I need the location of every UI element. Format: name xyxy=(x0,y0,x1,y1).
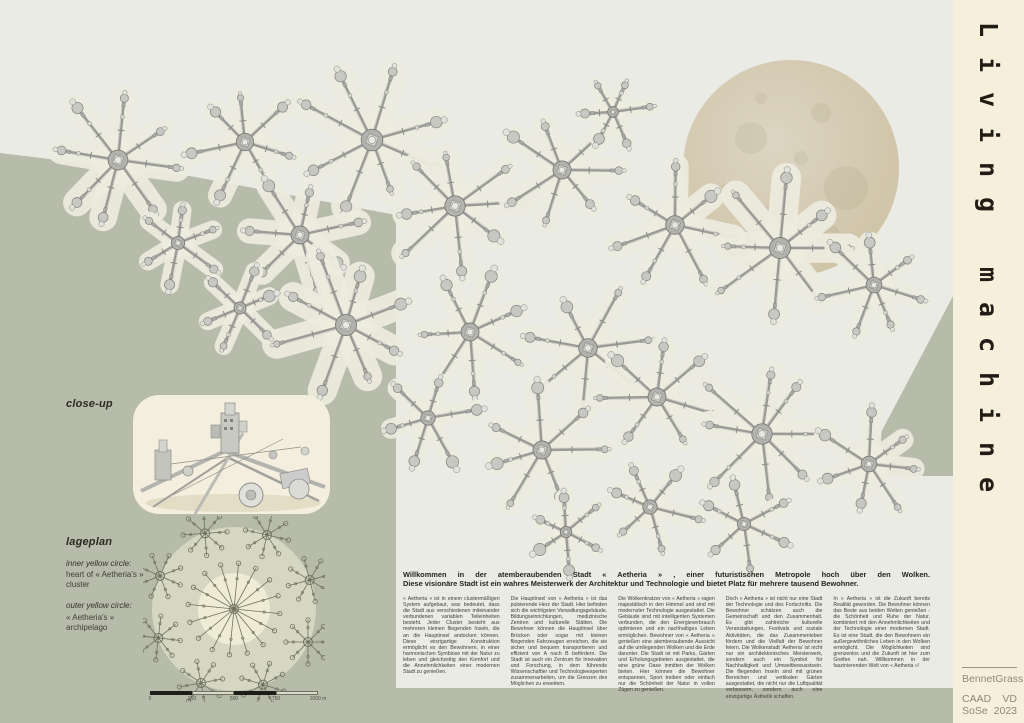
title-letter: c xyxy=(974,336,1003,353)
title-letter: n xyxy=(974,161,1003,178)
text-column-5: In « Aetheria » ist die Zukunft bereits … xyxy=(833,596,930,670)
title-letter: n xyxy=(974,441,1003,458)
title-letter: h xyxy=(974,371,1003,388)
inner-circle-desc: heart of « Aetheria's » cluster xyxy=(66,570,144,589)
semester-label: SoSe xyxy=(962,705,988,717)
scale-segment xyxy=(234,691,276,695)
author-first-name: Bennet xyxy=(962,673,996,685)
outer-circle-title: outer yellow circle: xyxy=(66,601,132,610)
text-column-2: Die Hauptinsel von « Aetheria » ist das … xyxy=(510,596,608,688)
scale-tick: 750 xyxy=(271,696,281,702)
intro-block: Willkommen in der atemberaubenden Stadt … xyxy=(403,570,930,588)
scale-tick: 250 xyxy=(187,696,197,702)
inner-circle-title: inner yellow circle: xyxy=(66,559,132,568)
title-letter: e xyxy=(974,476,1003,493)
scale-segment xyxy=(150,691,192,695)
close-up-panel xyxy=(133,395,330,514)
credits-divider xyxy=(962,667,1017,668)
scale-bar-ticks: 0 250 500 750 1000 m xyxy=(148,695,327,703)
lageplan-diagram xyxy=(143,516,325,702)
scale-bar-segments xyxy=(150,691,318,695)
close-up-render xyxy=(140,402,326,514)
text-column-3: Die Wolkenkratzer von « Aetheria » ragen… xyxy=(618,596,715,694)
lageplan-label: lageplan xyxy=(66,536,113,548)
studio-label: VD xyxy=(1002,693,1017,705)
scale-segment xyxy=(276,691,318,695)
author-last-name: Grass xyxy=(995,673,1024,685)
text-column-1: « Aetheria » ist in einem clustermäßigen… xyxy=(403,596,500,676)
cloud-city-illustration xyxy=(0,60,953,723)
scale-tick: 1000 m xyxy=(309,696,327,702)
outer-circle-desc: « Aetheria's » archipelago xyxy=(66,613,115,632)
text-column-4: Doch « Aetheria » ist nicht nur eine Sta… xyxy=(725,596,823,700)
course-label: CAAD xyxy=(962,693,992,705)
scale-bar: 0 250 500 750 1000 m xyxy=(148,691,327,705)
title-letter: i xyxy=(974,406,1003,423)
scale-tick: 500 xyxy=(229,696,239,702)
title-letter: i xyxy=(974,126,1003,143)
title-letter: a xyxy=(974,301,1003,318)
scale-tick: 0 xyxy=(148,696,152,702)
close-up-label: close-up xyxy=(66,398,113,410)
title-letter: m xyxy=(974,266,1003,283)
title-letter: L xyxy=(974,21,1003,38)
year-label: 2023 xyxy=(993,705,1017,717)
title-letter: g xyxy=(974,196,1003,213)
title-letter: i xyxy=(974,56,1003,73)
title-letter: v xyxy=(974,91,1003,108)
intro-line-1: Willkommen in der atemberaubenden Stadt … xyxy=(403,570,930,579)
body-text-columns: « Aetheria » ist in einem clustermäßigen… xyxy=(403,596,930,700)
intro-line-2: Diese visionäre Stadt ist ein wahres Mei… xyxy=(403,579,859,588)
scale-segment xyxy=(192,691,234,695)
credits-block: Bennet Grass CAAD VD SoSe 2023 xyxy=(962,667,1023,717)
title-letter-space xyxy=(969,222,1009,257)
